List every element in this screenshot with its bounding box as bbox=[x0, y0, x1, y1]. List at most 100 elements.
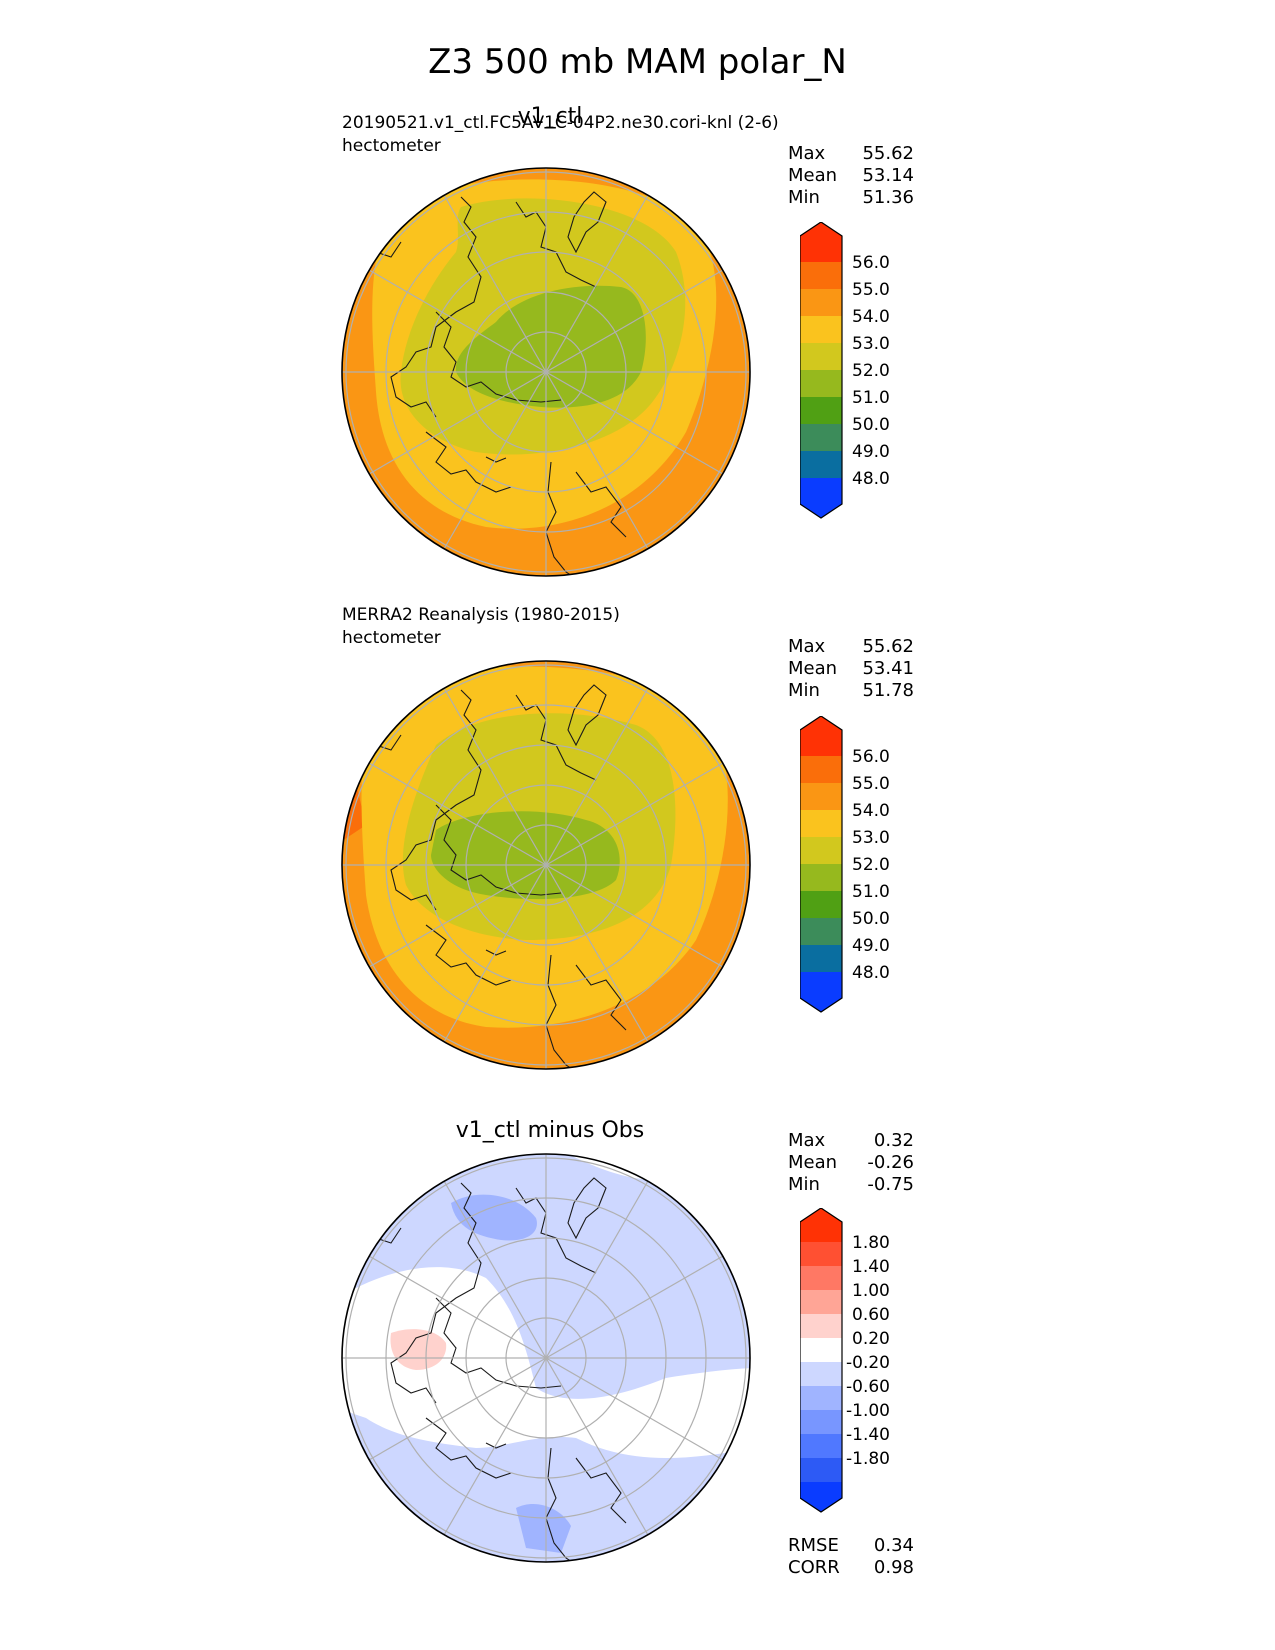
colorbar-segment-52 bbox=[800, 864, 842, 891]
metric-label: CORR bbox=[788, 1557, 840, 1578]
metric-label: RMSE bbox=[788, 1535, 839, 1556]
stat-value-mean: -0.26 bbox=[867, 1152, 914, 1173]
map-boundary bbox=[341, 167, 751, 577]
colorbar-tick: 0.20 bbox=[852, 1329, 890, 1349]
colorbar-tick: 50.0 bbox=[852, 909, 890, 929]
panel-2-subtitle-dataset: MERRA2 Reanalysis (1980-2015) bbox=[342, 605, 620, 625]
graticule bbox=[342, 1154, 750, 1562]
colorbar-segment-51 bbox=[800, 397, 842, 424]
colorbar-tick: 55.0 bbox=[852, 774, 890, 794]
colorbar-segment-51 bbox=[800, 891, 842, 918]
contour-fill-olive-green bbox=[455, 285, 646, 408]
stat-label: Max bbox=[788, 636, 826, 657]
colorbar-segment-54 bbox=[800, 316, 842, 343]
stat-label: Min bbox=[788, 1174, 820, 1195]
panel-1-title: v1_ctl bbox=[517, 104, 583, 129]
colorbar-segment-55 bbox=[800, 783, 842, 810]
panel-2-units: hectometer bbox=[342, 628, 441, 648]
colorbar-segment-50 bbox=[800, 918, 842, 945]
panel-2-stats: Max 55.62 Mean 53.41 Min 51.78 bbox=[788, 636, 914, 702]
colorbar-segment bbox=[800, 1434, 842, 1458]
colorbar-tick: 56.0 bbox=[852, 253, 890, 273]
stat-label: Max bbox=[788, 143, 826, 164]
panel-3-colorbar: 1.80 1.40 1.00 0.60 0.20 -0.20 -0.60 -1.… bbox=[800, 1208, 890, 1513]
panel-3-title: v1_ctl minus Obs bbox=[455, 1118, 645, 1143]
contour-fill-medium-blue bbox=[516, 1504, 571, 1553]
colorbar-segment bbox=[800, 1314, 842, 1338]
panel-1-colorbar: 56.0 55.0 54.0 53.0 52.0 51.0 50.0 49.0 … bbox=[800, 222, 890, 519]
colorbar-segment-52 bbox=[800, 370, 842, 397]
coastlines bbox=[355, 191, 627, 576]
colorbar-segment bbox=[800, 1266, 842, 1290]
colorbar-segment-49 bbox=[800, 451, 842, 478]
colorbar-segment bbox=[800, 1410, 842, 1434]
stat-label: Min bbox=[788, 680, 820, 701]
colorbar-segment-53 bbox=[800, 837, 842, 864]
panel-3-metrics: RMSE 0.34 CORR 0.98 bbox=[788, 1535, 914, 1579]
stat-value-mean: 53.14 bbox=[862, 165, 914, 186]
contour-fill-medium-blue bbox=[451, 1194, 537, 1241]
panel-1-stats: Max 55.62 Mean 53.14 Min 51.36 bbox=[788, 143, 914, 209]
colorbar-segment bbox=[800, 1242, 842, 1266]
colorbar-tick: 53.0 bbox=[852, 334, 890, 354]
panel-1-subtitle-case: 20190521.v1_ctl.FC5AV1C-04P2.ne30.cori-k… bbox=[342, 113, 779, 133]
colorbar-segment bbox=[800, 1458, 842, 1482]
colorbar-segment-56 bbox=[800, 262, 842, 289]
colorbar-segment-49 bbox=[800, 945, 842, 972]
colorbar-tick: 51.0 bbox=[852, 882, 890, 902]
graticule bbox=[342, 168, 750, 576]
panel-1-polar-map bbox=[341, 167, 751, 577]
colorbar-segment bbox=[800, 1362, 842, 1386]
stat-label: Max bbox=[788, 1130, 826, 1151]
colorbar-segment-56 bbox=[800, 756, 842, 783]
panel-2-colorbar: 56.0 55.0 54.0 53.0 52.0 51.0 50.0 49.0 … bbox=[800, 716, 890, 1013]
panel-3-polar-map bbox=[341, 1153, 751, 1563]
contour-fill-light-red bbox=[390, 1329, 447, 1370]
colorbar-extend-bottom bbox=[800, 972, 842, 1012]
colorbar-tick: 1.80 bbox=[852, 1233, 890, 1253]
colorbar-segment bbox=[800, 1338, 842, 1362]
stat-label: Mean bbox=[788, 658, 838, 679]
stat-value-max: 55.62 bbox=[862, 143, 914, 164]
panel-1-units: hectometer bbox=[342, 136, 441, 156]
stat-label: Min bbox=[788, 187, 820, 208]
colorbar-segment-55 bbox=[800, 289, 842, 316]
colorbar-tick: 0.60 bbox=[852, 1305, 890, 1325]
colorbar-tick: 1.00 bbox=[852, 1281, 890, 1301]
panel-2-polar-map bbox=[341, 660, 751, 1070]
colorbar-tick: -0.60 bbox=[846, 1377, 890, 1397]
colorbar-tick: -0.20 bbox=[846, 1353, 890, 1373]
colorbar-extend-bottom bbox=[800, 1482, 842, 1512]
colorbar-tick: -1.40 bbox=[846, 1425, 890, 1445]
colorbar-tick: 49.0 bbox=[852, 442, 890, 462]
stat-value-mean: 53.41 bbox=[862, 658, 914, 679]
stat-value-min: 51.36 bbox=[862, 187, 914, 208]
figure-title: Z3 500 mb MAM polar_N bbox=[428, 42, 847, 82]
colorbar-tick: 50.0 bbox=[852, 415, 890, 435]
metric-value-rmse: 0.34 bbox=[873, 1535, 914, 1556]
colorbar-extend-top bbox=[800, 1208, 842, 1242]
colorbar-segment-50 bbox=[800, 424, 842, 451]
contour-fill-white-center bbox=[342, 1267, 750, 1458]
colorbar-tick: 56.0 bbox=[852, 747, 890, 767]
contour-fill-olive-green bbox=[431, 811, 620, 900]
colorbar-extend-top bbox=[800, 222, 842, 262]
stat-label: Mean bbox=[788, 1152, 838, 1173]
colorbar-tick: 52.0 bbox=[852, 361, 890, 381]
colorbar-tick: 1.40 bbox=[852, 1257, 890, 1277]
stat-label: Mean bbox=[788, 165, 838, 186]
colorbar-tick: 48.0 bbox=[852, 963, 890, 983]
stat-value-min: -0.75 bbox=[867, 1174, 914, 1195]
colorbar-tick: 48.0 bbox=[852, 469, 890, 489]
stat-value-max: 55.62 bbox=[862, 636, 914, 657]
colorbar-tick: 51.0 bbox=[852, 388, 890, 408]
colorbar-segment bbox=[800, 1290, 842, 1314]
colorbar-tick: 52.0 bbox=[852, 855, 890, 875]
graticule bbox=[342, 661, 750, 1069]
map-boundary bbox=[341, 660, 751, 1070]
colorbar-segment-53 bbox=[800, 343, 842, 370]
colorbar-tick: 55.0 bbox=[852, 280, 890, 300]
colorbar-segment-54 bbox=[800, 810, 842, 837]
panel-3-stats: Max 0.32 Mean -0.26 Min -0.75 bbox=[788, 1130, 914, 1196]
colorbar-extend-bottom bbox=[800, 478, 842, 518]
